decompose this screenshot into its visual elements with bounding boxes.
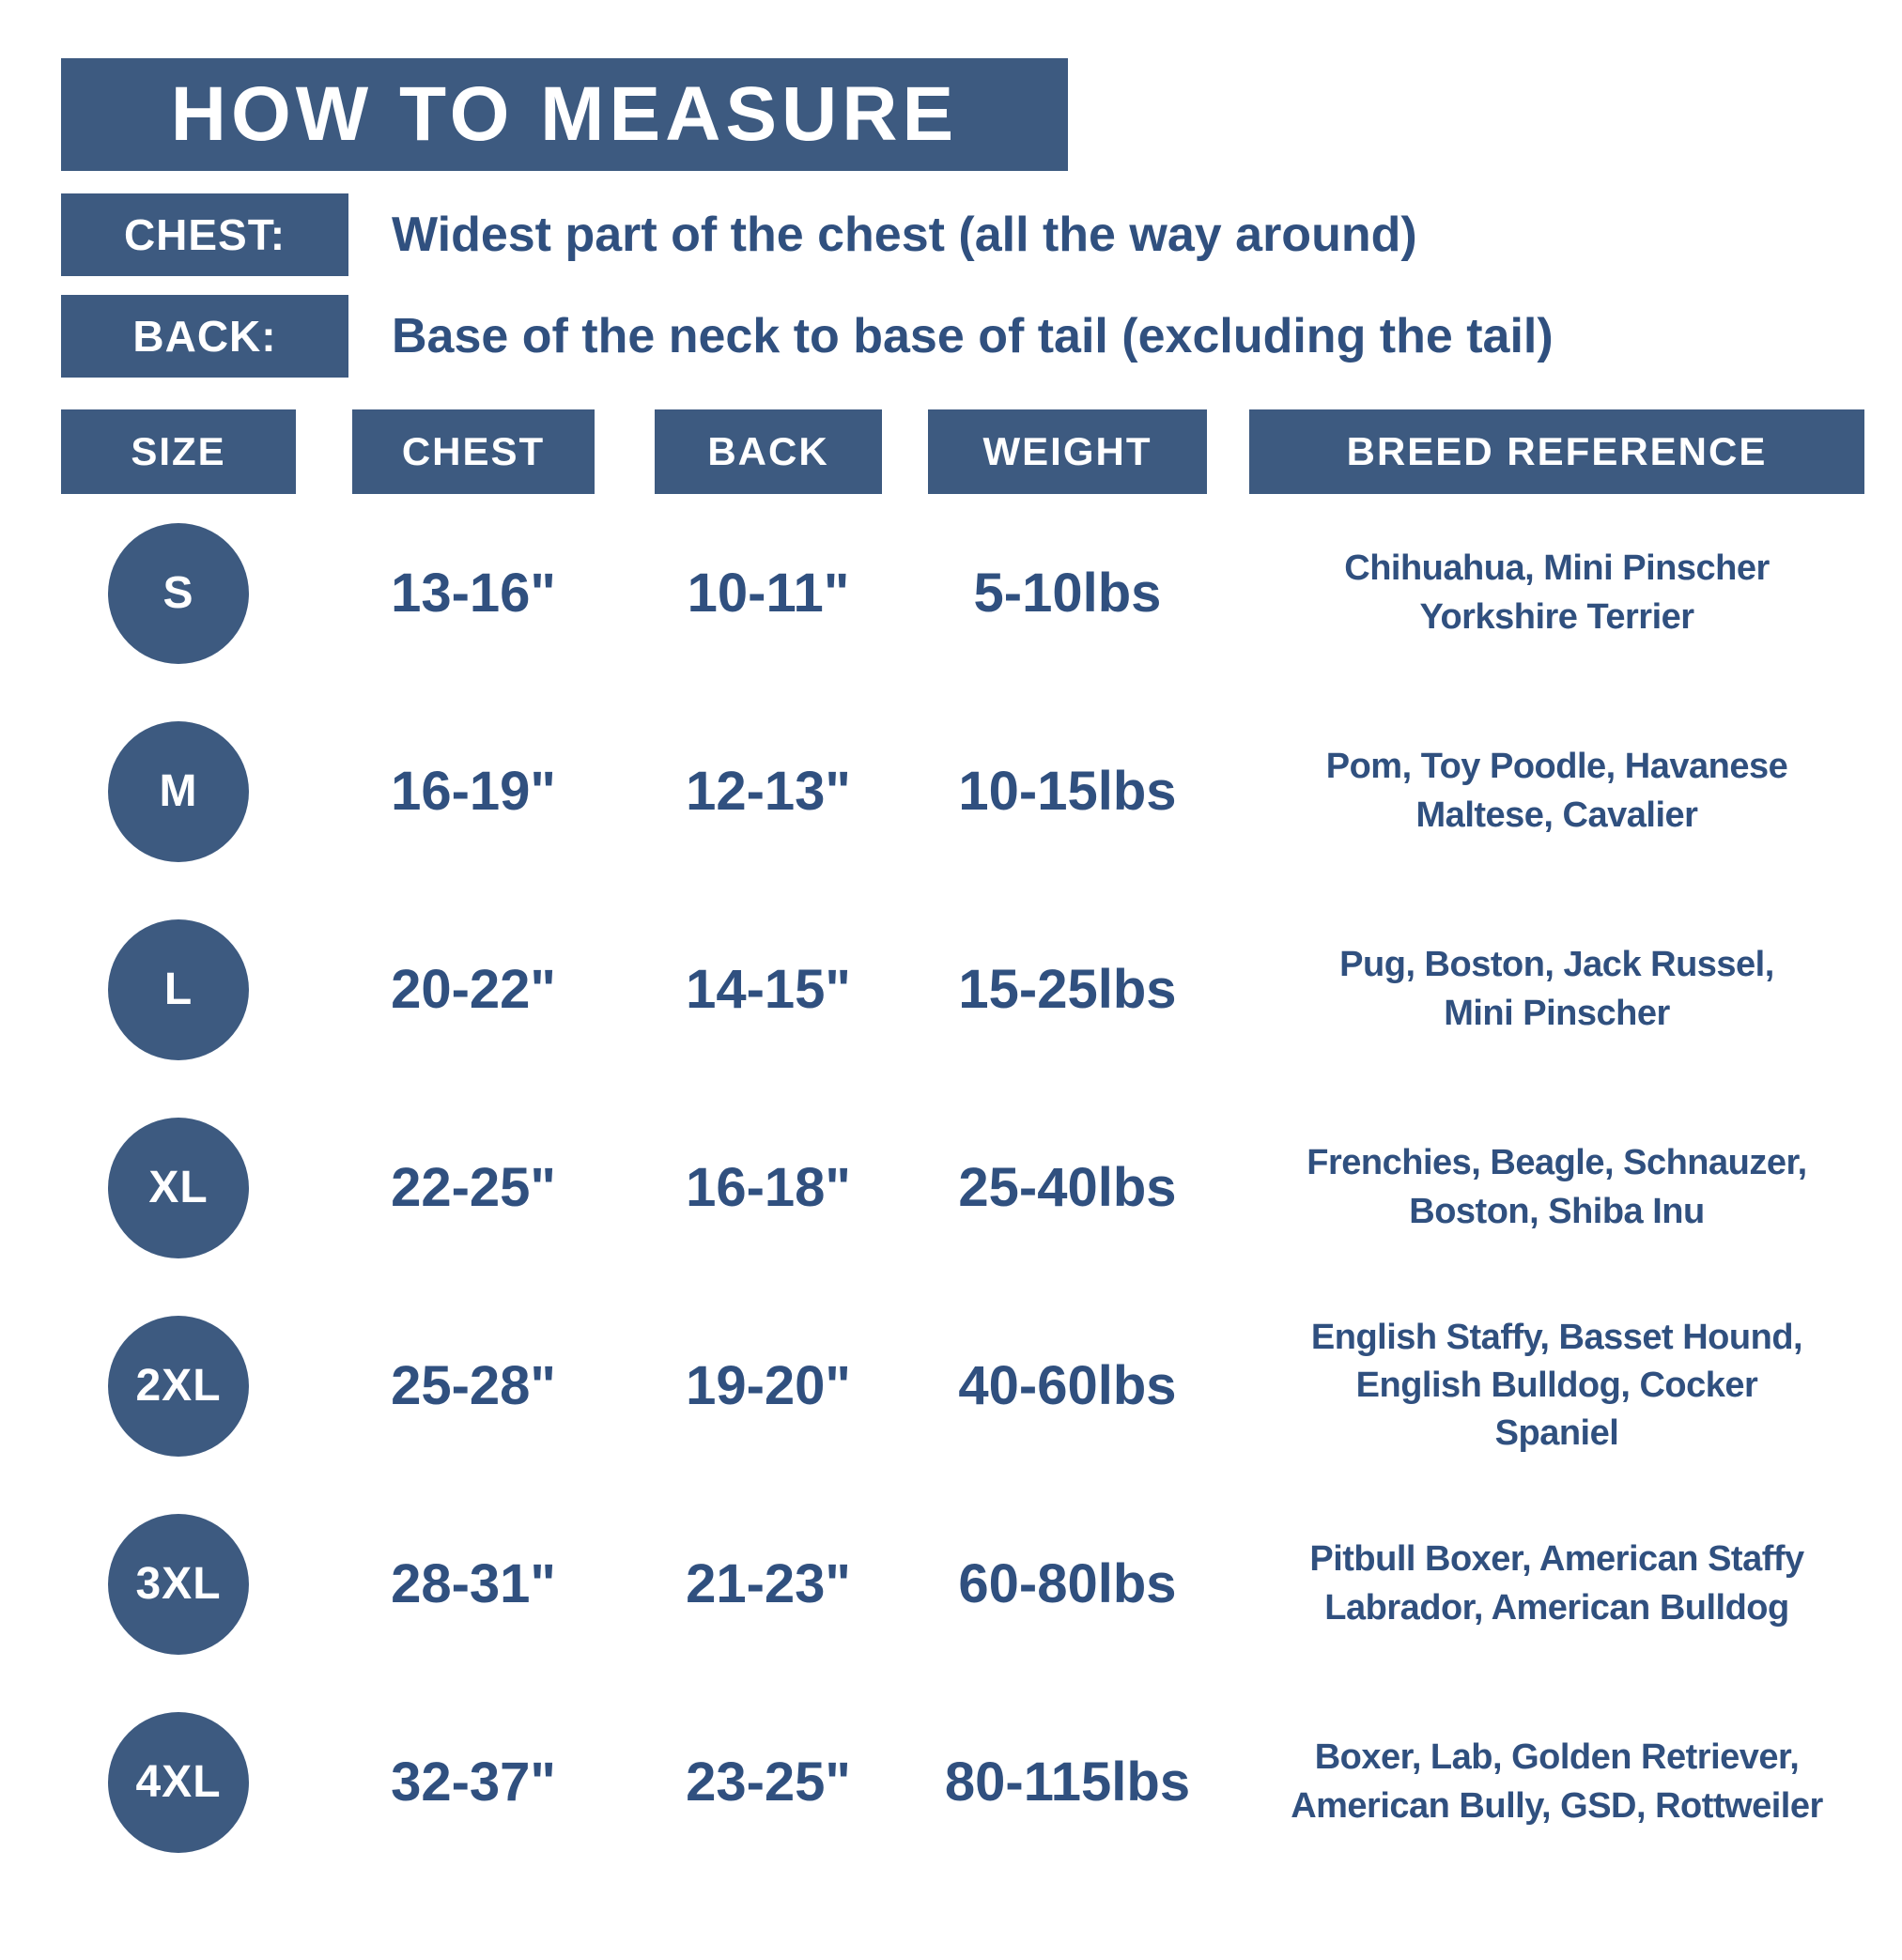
weight-cell: 80-115lbs — [944, 1752, 1191, 1813]
column-header-size: SIZE — [61, 409, 296, 494]
size-table: SIZE CHEST BACK WEIGHT BREED REFERENCE S… — [61, 409, 1902, 1881]
size-cell: 3XL — [61, 1485, 296, 1683]
column-header-back: BACK — [655, 409, 882, 494]
back-cell: 10-11" — [687, 563, 850, 624]
size-cell: L — [61, 890, 296, 1088]
title-banner: HOW TO MEASURE — [61, 58, 1068, 171]
back-cell: 21-23" — [686, 1553, 851, 1614]
breed-reference-cell: Pug, Boston, Jack Russel, Mini Pinscher — [1339, 945, 1774, 1033]
chest-cell: 28-31" — [391, 1553, 556, 1614]
size-chart-page: HOW TO MEASURE CHEST: Widest part of the… — [0, 58, 1902, 1960]
size-badge: 3XL — [108, 1513, 249, 1655]
size-cell: S — [61, 494, 296, 692]
size-badge: M — [108, 720, 249, 862]
size-badge: 2XL — [108, 1315, 249, 1457]
weight-cell: 40-60lbs — [958, 1355, 1177, 1416]
size-badge: 4XL — [108, 1711, 249, 1853]
back-cell: 12-13" — [686, 761, 851, 822]
chest-cell: 22-25" — [391, 1157, 556, 1218]
column-header-chest: CHEST — [352, 409, 595, 494]
back-cell: 19-20" — [686, 1355, 851, 1416]
breed-reference-cell: English Staffy, Basset Hound, English Bu… — [1310, 1317, 1803, 1454]
breed-reference-cell: Pom, Toy Poodle, Havanese Maltese, Caval… — [1325, 747, 1788, 835]
back-cell: 23-25" — [686, 1752, 851, 1813]
chest-measure-row: CHEST: Widest part of the chest (all the… — [61, 193, 1902, 276]
size-cell: M — [61, 692, 296, 890]
back-description: Base of the neck to base of tail (exclud… — [392, 309, 1554, 363]
size-cell: 2XL — [61, 1287, 296, 1485]
size-badge: L — [108, 918, 249, 1060]
chest-label-badge: CHEST: — [61, 193, 348, 276]
breed-reference-cell: Pitbull Boxer, American Staffy Labrador,… — [1309, 1539, 1804, 1628]
chest-description: Widest part of the chest (all the way ar… — [392, 208, 1417, 262]
chest-cell: 25-28" — [391, 1355, 556, 1416]
back-cell: 16-18" — [686, 1157, 851, 1218]
column-header-breed-reference: BREED REFERENCE — [1249, 409, 1864, 494]
breed-reference-cell: Boxer, Lab, Golden Retriever, American B… — [1291, 1737, 1823, 1826]
column-header-weight: WEIGHT — [928, 409, 1207, 494]
size-cell: XL — [61, 1088, 296, 1287]
weight-cell: 60-80lbs — [958, 1553, 1177, 1614]
breed-reference-cell: Frenchies, Beagle, Schnauzer, Boston, Sh… — [1307, 1143, 1807, 1231]
chest-cell: 16-19" — [391, 761, 556, 822]
chest-cell: 32-37" — [391, 1752, 556, 1813]
chest-cell: 13-16" — [391, 563, 556, 624]
size-badge: S — [108, 522, 249, 664]
breed-reference-cell: Chihuahua, Mini Pinscher Yorkshire Terri… — [1344, 548, 1770, 637]
weight-cell: 15-25lbs — [958, 959, 1177, 1020]
back-measure-row: BACK: Base of the neck to base of tail (… — [61, 295, 1902, 378]
size-badge: XL — [108, 1117, 249, 1258]
size-cell: 4XL — [61, 1683, 296, 1881]
weight-cell: 25-40lbs — [958, 1157, 1177, 1218]
weight-cell: 5-10lbs — [973, 563, 1162, 624]
chest-cell: 20-22" — [391, 959, 556, 1020]
back-label-badge: BACK: — [61, 295, 348, 378]
page-title: HOW TO MEASURE — [170, 71, 959, 157]
back-cell: 14-15" — [686, 959, 851, 1020]
weight-cell: 10-15lbs — [958, 761, 1177, 822]
